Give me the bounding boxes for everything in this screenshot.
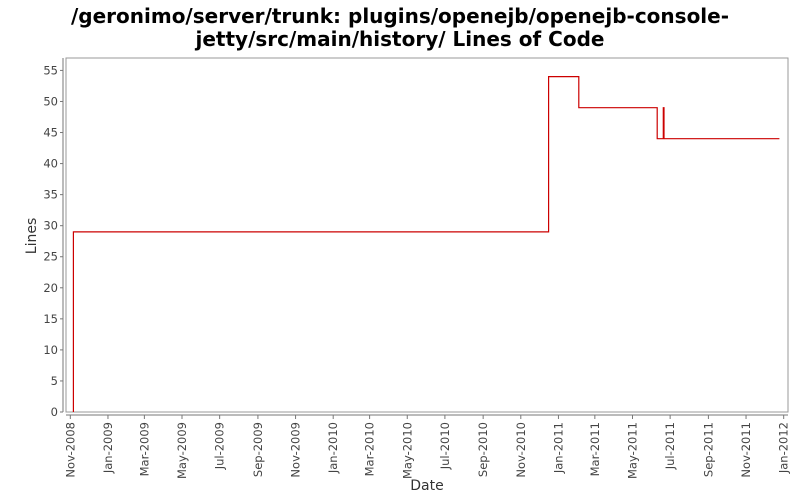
x-tick-label: May-2011: [625, 422, 639, 479]
x-tick-label: Nov-2011: [739, 422, 753, 478]
plot-area: [65, 57, 789, 413]
x-axis: Nov-2008 Jan-2009 Mar-2009 May-2009 Jul-2009…: [63, 414, 791, 479]
series-group: [72, 75, 780, 412]
y-tick-label: 35: [43, 188, 58, 202]
y-tick-label: 45: [43, 126, 58, 140]
y-axis-label: Lines: [24, 218, 40, 254]
x-tick-label: Mar-2011: [588, 422, 602, 476]
chart-title-line-2: jetty/src/main/history/ Lines of Code: [195, 27, 605, 51]
y-axis: 0 5 10 15 20 25 30 35 40 45 50 55: [43, 58, 64, 419]
y-tick-label: 15: [43, 312, 58, 326]
x-tick-label: Jan-2009: [101, 422, 115, 474]
x-tick-label: Jul-2011: [663, 422, 677, 470]
x-tick-label: Mar-2010: [363, 422, 377, 476]
y-tick-label: 0: [51, 405, 58, 419]
y-tick-label: 30: [43, 219, 58, 233]
x-tick-label: Mar-2009: [137, 422, 151, 476]
x-tick-label: Jan-2011: [551, 422, 565, 474]
x-tick-label: May-2010: [400, 422, 414, 479]
x-tick-label: Jan-2010: [326, 422, 340, 474]
x-tick-label: Nov-2009: [289, 422, 303, 478]
x-tick-label: May-2009: [175, 422, 189, 479]
y-tick-label: 10: [43, 343, 58, 357]
x-tick-label: Sep-2011: [701, 422, 715, 477]
x-tick-label: Jul-2009: [213, 422, 227, 470]
y-tick-label: 5: [51, 374, 58, 388]
x-tick-label: Nov-2010: [514, 422, 528, 478]
series-line: [72, 75, 780, 412]
x-axis-label: Date: [410, 478, 443, 494]
y-tick-label: 20: [43, 281, 58, 295]
x-tick-label: Jan-2012: [777, 422, 791, 474]
x-tick-label: Jul-2010: [438, 422, 452, 470]
y-tick-label: 25: [43, 250, 58, 264]
y-tick-label: 50: [43, 94, 58, 108]
y-tick-label: 40: [43, 157, 58, 171]
y-tick-label: 55: [43, 63, 58, 77]
x-tick-label: Nov-2008: [63, 422, 77, 478]
chart-title-line-1: /geronimo/server/trunk: plugins/openejb/…: [71, 4, 729, 28]
x-tick-label: Sep-2009: [251, 422, 265, 477]
x-tick-label: Sep-2010: [476, 422, 490, 477]
